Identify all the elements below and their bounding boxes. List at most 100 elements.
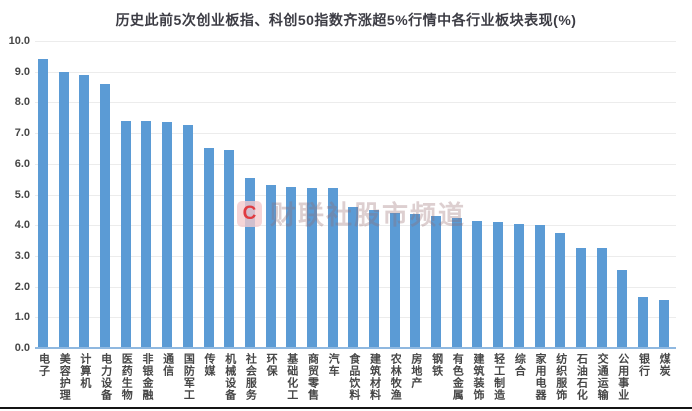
x-axis-category-label: 电子 (37, 353, 50, 377)
bar-column (470, 41, 484, 348)
bar (658, 300, 669, 348)
y-axis: 0.0 1.0 2.0 3.0 4.0 5.0 6.0 7.0 8.0 9.0 10.0 (0, 35, 30, 354)
bar (38, 59, 48, 348)
cailian-press-logo-icon: C (237, 200, 262, 227)
bar-series (35, 41, 676, 348)
bar-column (491, 41, 505, 348)
gridline (35, 163, 676, 165)
bar (493, 222, 504, 348)
bar-column (388, 41, 402, 348)
x-axis-category-label: 国防军工 (182, 353, 195, 401)
x-label-column: 公用事业 (615, 353, 629, 401)
x-axis-category-label: 美容护理 (58, 353, 71, 401)
x-label-column: 社会服务 (243, 353, 257, 401)
x-label-column: 医药生物 (119, 353, 133, 401)
x-label-column: 综合 (512, 353, 526, 401)
x-label-column: 有色金属 (450, 353, 464, 401)
gridline (35, 133, 676, 135)
bar-column (636, 41, 650, 348)
bar-column (346, 41, 360, 348)
x-axis-category-label: 基础化工 (285, 353, 298, 401)
x-axis-line (35, 347, 676, 349)
x-axis-category-label: 建筑材料 (368, 353, 381, 401)
x-axis-category-label: 综合 (513, 353, 526, 377)
x-label-column: 家用电器 (533, 353, 547, 401)
bar-column (202, 41, 216, 348)
bar (120, 120, 131, 348)
bar-column (512, 41, 526, 348)
x-label-column: 非银金融 (139, 353, 153, 401)
x-axis-category-label: 医药生物 (120, 353, 133, 401)
x-label-column: 建筑材料 (367, 353, 381, 401)
x-axis-category-label: 机械设备 (223, 353, 236, 401)
x-label-column: 通信 (160, 353, 174, 401)
bar-column (160, 41, 174, 348)
y-axis-tick-label: 2.0 (14, 280, 30, 293)
x-axis-category-label: 交通运输 (596, 353, 609, 401)
x-axis-category-label: 电力设备 (99, 353, 112, 401)
x-label-column: 银行 (636, 353, 650, 401)
bar (596, 248, 607, 348)
x-label-column: 钢铁 (429, 353, 443, 401)
bar (100, 83, 111, 348)
bar-column (284, 41, 298, 348)
x-axis-category-label: 食品饮料 (347, 353, 360, 401)
bar-column (367, 41, 381, 348)
bar (431, 216, 442, 348)
bar-column (615, 41, 629, 348)
x-label-column: 石油石化 (574, 353, 588, 401)
bar-column (77, 41, 91, 348)
bar-column (429, 41, 443, 348)
x-axis-category-label: 通信 (161, 353, 174, 377)
bar (410, 214, 421, 348)
bar (327, 188, 338, 348)
x-axis-category-label: 家用电器 (534, 353, 546, 401)
bar-column (98, 41, 112, 348)
y-axis-tick-label: 1.0 (14, 311, 30, 324)
bar (472, 220, 483, 348)
x-axis-category-label: 环保 (265, 353, 278, 377)
bar-column (139, 41, 153, 348)
bar-column (243, 41, 257, 348)
x-label-column: 基础化工 (284, 353, 298, 401)
bar (575, 248, 586, 348)
y-axis-tick-label: 9.0 (14, 65, 30, 78)
chart-title: 历史此前5次创业板指、科创50指数齐涨超5%行情中各行业板块表现(%) (115, 12, 577, 28)
x-label-column: 商贸零售 (305, 353, 319, 401)
x-axis-category-label: 计算机 (78, 353, 91, 389)
x-axis-category-label: 商贸零售 (306, 353, 319, 401)
bar-column (119, 41, 133, 348)
bar (555, 232, 566, 348)
x-axis-category-label: 非银金融 (140, 353, 153, 401)
x-label-column: 煤炭 (657, 353, 671, 401)
bar (534, 225, 545, 348)
y-axis-tick-label: 0.0 (14, 342, 30, 354)
x-axis-category-label: 汽车 (327, 353, 340, 377)
x-label-column: 建筑装饰 (470, 353, 484, 401)
watermark-text: 财联社股市频道 (270, 200, 467, 230)
x-axis-category-label: 房地产 (409, 353, 422, 389)
x-axis-category-label: 社会服务 (244, 353, 257, 401)
y-axis-tick-label: 4.0 (14, 219, 30, 232)
x-label-column: 农林牧渔 (388, 353, 402, 401)
bar-column (36, 41, 50, 348)
x-axis-category-label: 公用事业 (616, 353, 629, 401)
x-label-column: 计算机 (77, 353, 91, 401)
x-label-column: 传媒 (202, 353, 216, 401)
bar (224, 150, 235, 348)
bar (58, 71, 69, 348)
gridline (35, 102, 676, 104)
x-axis-category-label: 传媒 (203, 353, 215, 377)
bar-column (222, 41, 236, 348)
gridline (35, 71, 676, 73)
bar (637, 297, 648, 348)
bar (203, 148, 214, 348)
bar (265, 185, 276, 348)
x-axis-category-label: 农林牧渔 (389, 353, 402, 401)
bar (244, 177, 255, 348)
bar-column (264, 41, 278, 348)
x-label-column: 电子 (36, 353, 50, 401)
y-axis-tick-label: 10.0 (8, 35, 30, 47)
bar-column (408, 41, 422, 348)
x-axis-category-label: 钢铁 (430, 353, 443, 377)
